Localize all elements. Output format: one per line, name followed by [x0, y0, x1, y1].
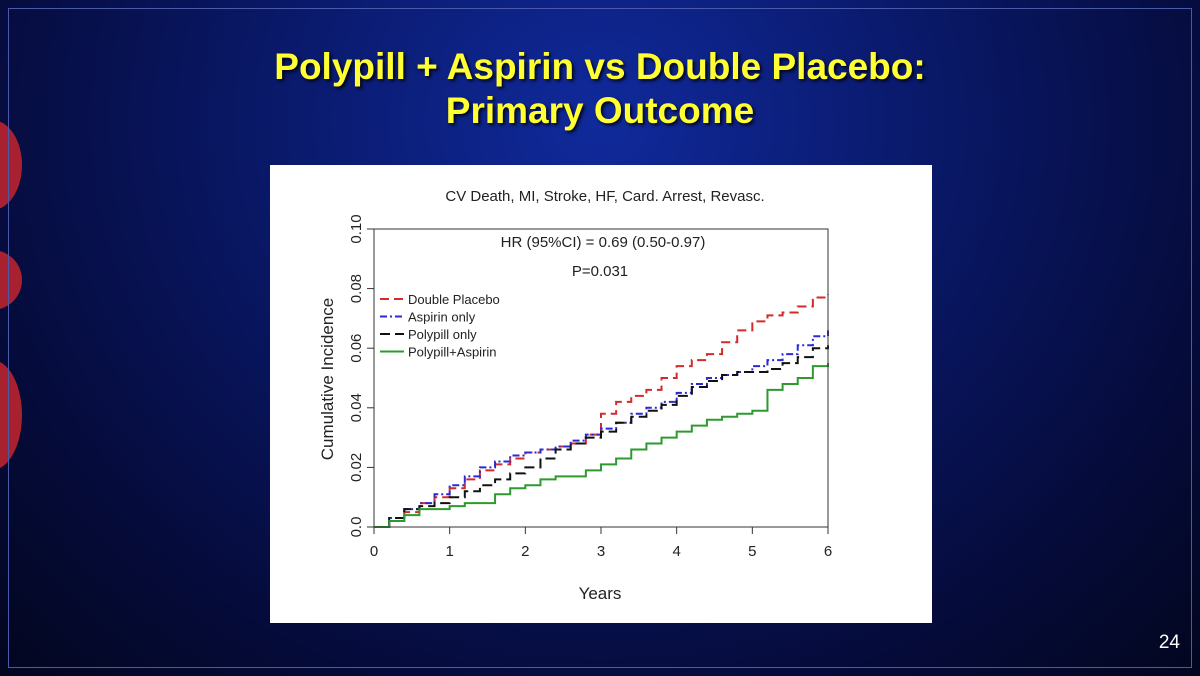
x-tick-label: 5 — [748, 543, 756, 560]
p-value-annotation: P=0.031 — [572, 263, 628, 280]
slide-title-line-1: Polypill + Aspirin vs Double Placebo: — [274, 46, 926, 87]
x-tick-label: 3 — [597, 543, 605, 560]
series-line-polypill-aspirin — [374, 363, 829, 528]
x-tick-label: 4 — [672, 543, 680, 560]
chart-panel: 0 1 2 3 4 5 6 0.0 0.02 0.04 0.06 0.08 0.10 Double Pl… — [270, 165, 932, 623]
legend-label: Polypill+Aspirin — [408, 345, 497, 360]
x-tick-label: 6 — [824, 543, 832, 560]
legend-label: Aspirin only — [408, 310, 476, 325]
edge-decoration — [0, 250, 22, 310]
x-tick-label: 1 — [445, 543, 453, 560]
y-tick-label: 0.06 — [348, 334, 365, 363]
x-tick-label: 2 — [521, 543, 529, 560]
series-line-double-placebo — [374, 294, 829, 528]
series-line-polypill-only — [374, 345, 829, 528]
x-axis-label: Years — [579, 584, 622, 603]
edge-decoration — [0, 360, 22, 470]
edge-decoration — [0, 120, 22, 210]
y-axis-label: Cumulative Incidence — [318, 298, 337, 461]
x-tick-label: 0 — [370, 543, 378, 560]
y-tick-label: 0.0 — [348, 517, 365, 538]
y-tick-label: 0.02 — [348, 453, 365, 482]
slide-title-line-2: Primary Outcome — [445, 90, 755, 131]
slide-number: 24 — [1158, 632, 1180, 653]
series-line-aspirin-only — [374, 330, 829, 528]
km-chart: 0 1 2 3 4 5 6 0.0 0.02 0.04 0.06 0.08 0.10 Double Pl… — [318, 188, 832, 603]
y-tick-label: 0.04 — [348, 393, 365, 422]
legend-label: Polypill only — [408, 327, 477, 342]
legend-label: Double Placebo — [408, 292, 500, 307]
chart-title: CV Death, MI, Stroke, HF, Card. Arrest, … — [445, 188, 764, 205]
y-tick-label: 0.10 — [348, 214, 365, 243]
hr-annotation: HR (95%CI) = 0.69 (0.50-0.97) — [501, 234, 706, 251]
y-tick-label: 0.08 — [348, 274, 365, 303]
